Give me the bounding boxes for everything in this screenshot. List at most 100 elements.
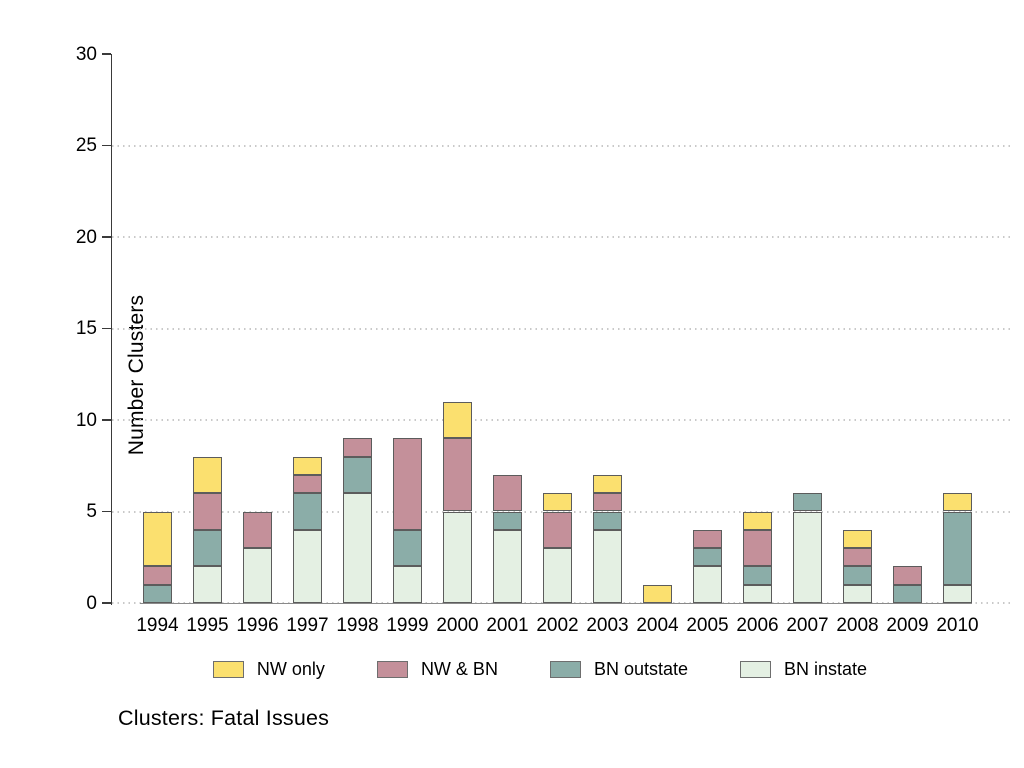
bar-segment-2004-nw-only <box>643 584 672 603</box>
bar-segment-1998-nw-bn <box>343 438 372 457</box>
bar-segment-2007-bn-instate <box>793 511 822 603</box>
bar-segment-2005-nw-bn <box>693 529 722 549</box>
y-tick-25 <box>101 144 111 147</box>
bar-segment-1994-nw-only <box>143 511 172 567</box>
gridline-y-25 <box>112 144 1010 147</box>
y-tick-0 <box>101 602 111 604</box>
y-axis-title: Number Clusters <box>125 294 148 456</box>
bar-segment-1995-nw-bn <box>193 493 222 530</box>
x-tick-label-1996: 1996 <box>236 615 279 636</box>
bar-segment-2003-nw-bn <box>593 493 622 512</box>
x-tick-label-2005: 2005 <box>686 615 729 636</box>
bar-segment-2006-nw-bn <box>743 529 772 567</box>
legend-swatch <box>549 660 581 678</box>
bar-segment-1997-bn-instate <box>293 529 322 603</box>
bar-segment-1997-nw-only <box>293 456 322 475</box>
x-tick-label-2003: 2003 <box>586 615 629 636</box>
x-tick-label-2002: 2002 <box>536 615 579 636</box>
y-tick-label-0: 0 <box>86 592 97 614</box>
x-tick-label-2004: 2004 <box>636 615 679 636</box>
x-tick-label-2008: 2008 <box>836 615 879 636</box>
bar-segment-1999-bn-outstate <box>393 529 422 567</box>
bar-segment-2006-bn-outstate <box>743 566 772 585</box>
x-tick-label-2006: 2006 <box>736 615 779 636</box>
x-tick-label-2007: 2007 <box>786 615 829 636</box>
legend-entry-bn-instate: BN instate <box>740 660 867 678</box>
bar-segment-1997-bn-outstate <box>293 493 322 530</box>
y-tick-label-25: 25 <box>75 135 97 156</box>
chart-title: Clusters: Fatal Issues <box>118 706 330 730</box>
y-tick-label-30: 30 <box>75 43 97 65</box>
gridline-y-20 <box>112 236 1010 238</box>
legend-label: BN instate <box>784 659 868 679</box>
bar-segment-2008-bn-instate <box>843 584 872 603</box>
x-tick-label-1995: 1995 <box>186 615 229 636</box>
bar-segment-2000-nw-only <box>443 401 472 439</box>
bar-segment-1995-nw-only <box>193 456 222 494</box>
x-tick-label-1999: 1999 <box>386 615 429 636</box>
y-tick-label-15: 15 <box>75 318 97 339</box>
legend-entry-nw-only: NW only <box>212 659 325 679</box>
bar-segment-2005-bn-instate <box>693 566 722 603</box>
y-tick-label-5: 5 <box>86 501 97 522</box>
legend-entry-bn-outstate: BN outstate <box>549 659 689 679</box>
bar-segment-2002-nw-bn <box>543 511 572 549</box>
y-tick-5 <box>101 510 111 513</box>
y-axis-line <box>110 54 113 605</box>
x-tick-label-2010: 2010 <box>936 615 979 636</box>
legend-label: NW & BN <box>420 659 498 679</box>
y-tick-10 <box>101 419 111 421</box>
bar-segment-2003-nw-only <box>593 474 622 494</box>
bar-segment-1994-nw-bn <box>143 566 172 585</box>
bar-segment-2010-bn-outstate <box>943 511 972 585</box>
bar-segment-2002-nw-only <box>543 493 572 512</box>
bar-segment-2003-bn-instate <box>593 529 622 603</box>
bar-segment-2006-bn-instate <box>743 584 772 603</box>
bar-segment-1999-bn-instate <box>393 566 422 603</box>
bar-segment-2010-nw-only <box>943 493 972 512</box>
y-tick-15 <box>101 327 111 330</box>
legend-entry-nw-bn: NW & BN <box>376 659 498 679</box>
bar-segment-1995-bn-outstate <box>193 529 222 567</box>
bar-segment-1999-nw-bn <box>393 438 422 530</box>
bar-segment-2009-bn-outstate <box>893 584 922 603</box>
bar-segment-2007-bn-outstate <box>793 493 822 512</box>
bar-segment-2008-nw-only <box>843 529 872 549</box>
bar-segment-2001-bn-instate <box>493 529 522 603</box>
gridline-y-15 <box>112 327 1010 330</box>
bar-segment-2010-bn-instate <box>943 584 972 603</box>
plot-area: Number Clusters 0 5 10 15 20 25 30 1994 1995 1996… <box>76 45 1010 636</box>
bar-segment-1998-bn-outstate <box>343 456 372 494</box>
bar-segment-2008-bn-outstate <box>843 566 872 585</box>
y-tick-label-10: 10 <box>75 409 97 431</box>
bar-segment-2001-bn-outstate <box>493 511 522 530</box>
bar-segment-2000-nw-bn <box>443 438 472 512</box>
bar-segment-2009-nw-bn <box>893 566 922 585</box>
x-tick-label-1994: 1994 <box>136 615 179 636</box>
gridline-y-10 <box>112 419 1010 421</box>
bar-segment-1996-nw-bn <box>243 511 272 549</box>
y-tick-label-20: 20 <box>75 226 97 248</box>
bar-segment-2003-bn-outstate <box>593 511 622 530</box>
bar-segment-2008-nw-bn <box>843 548 872 567</box>
x-tick-label-2000: 2000 <box>436 615 479 636</box>
x-axis-line <box>140 602 972 604</box>
bar-segment-1994-bn-outstate <box>143 584 172 603</box>
bar-segment-1995-bn-instate <box>193 566 222 603</box>
bar-segment-1996-bn-instate <box>243 548 272 603</box>
legend-label: BN outstate <box>593 659 689 679</box>
legend-swatch <box>212 660 244 678</box>
legend-label: NW only <box>256 659 325 679</box>
x-tick-label-2009: 2009 <box>886 615 929 636</box>
bar-segment-2005-bn-outstate <box>693 548 722 567</box>
x-tick-label-1997: 1997 <box>286 615 329 636</box>
legend-swatch <box>376 660 408 678</box>
bar-segment-1997-nw-bn <box>293 474 322 494</box>
legend: NW only NW & BN BN outstate BN instate <box>50 660 1024 678</box>
x-tick-label-1998: 1998 <box>336 615 379 636</box>
bar-segment-2002-bn-instate <box>543 548 572 603</box>
bar-segment-2001-nw-bn <box>493 474 522 512</box>
bar-segment-2000-bn-instate <box>443 511 472 603</box>
bar-segment-1998-bn-instate <box>343 493 372 603</box>
